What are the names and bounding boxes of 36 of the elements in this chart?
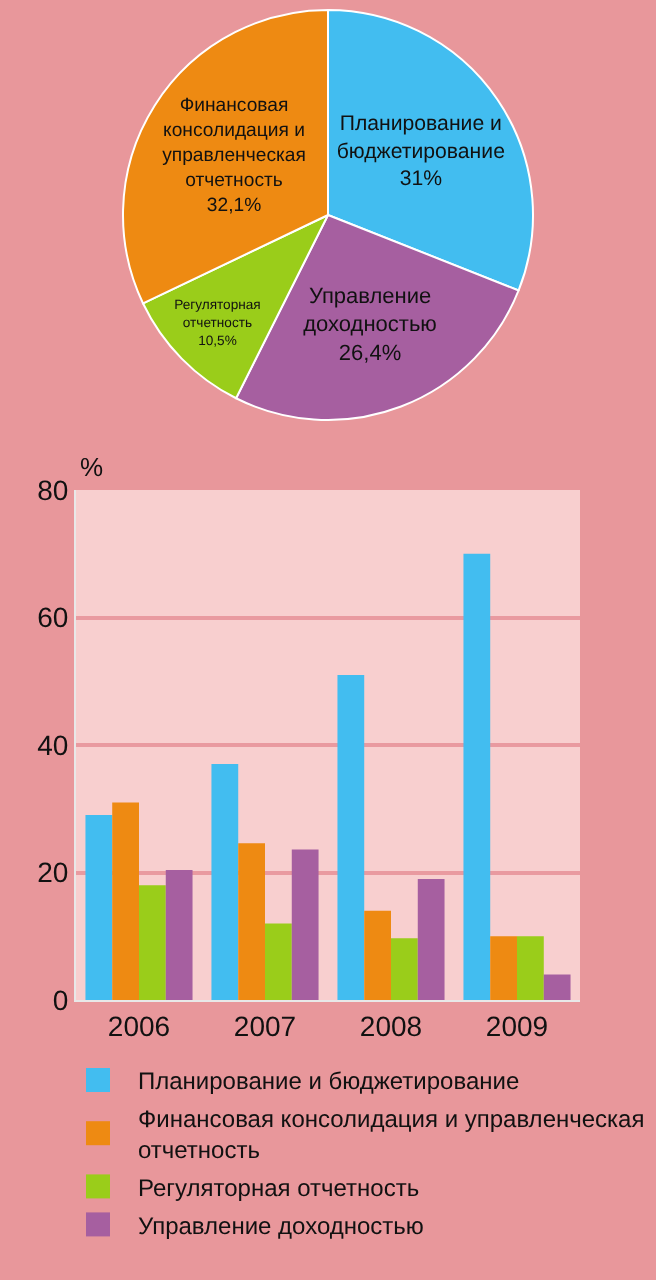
y-tick-label: 40 xyxy=(37,728,69,761)
bar xyxy=(517,936,544,1000)
legend-label: Управление доходностью xyxy=(138,1211,424,1240)
slice-label: Финансовая консолидация и управленческая отчетность xyxy=(162,95,306,192)
bar xyxy=(165,869,193,1000)
bar xyxy=(112,802,139,1000)
x-tick-label: 2007 xyxy=(233,1009,297,1042)
x-tick-label: 2008 xyxy=(359,1009,423,1042)
legend-label: Регуляторная отчетность xyxy=(138,1173,420,1202)
legend-label: Планирование и бюджетирование xyxy=(138,1067,520,1096)
bar xyxy=(490,936,517,1000)
data-label: 32,1% xyxy=(206,194,263,217)
y-tick-label: 80 xyxy=(37,473,69,506)
x-tick-label: 2006 xyxy=(107,1009,171,1042)
bar xyxy=(364,910,391,1000)
bar xyxy=(139,885,166,1000)
bar xyxy=(265,923,292,1000)
bar xyxy=(417,878,445,1000)
data-label: 31% xyxy=(399,167,444,192)
bar xyxy=(463,553,491,1000)
legend-label: Финансовая консолидация и управленческая отчетность xyxy=(138,1104,645,1165)
bar xyxy=(391,938,418,1000)
slice-label: Управление доходностью xyxy=(303,284,437,338)
y-tick-label: 60 xyxy=(37,601,69,634)
x-tick-label: 2009 xyxy=(485,1009,549,1042)
bar xyxy=(543,974,571,1000)
bar xyxy=(211,764,239,1000)
bar xyxy=(291,849,319,1000)
y-tick-label: 0 xyxy=(52,983,69,1016)
data-label: 26,4% xyxy=(338,341,402,366)
slice-label: Планирование и бюджетирование xyxy=(336,112,506,164)
y-tick-label: 20 xyxy=(37,856,69,889)
bar xyxy=(85,815,113,1000)
bar xyxy=(337,674,365,1000)
bar xyxy=(238,843,265,1000)
y-axis-title: % xyxy=(80,452,104,482)
